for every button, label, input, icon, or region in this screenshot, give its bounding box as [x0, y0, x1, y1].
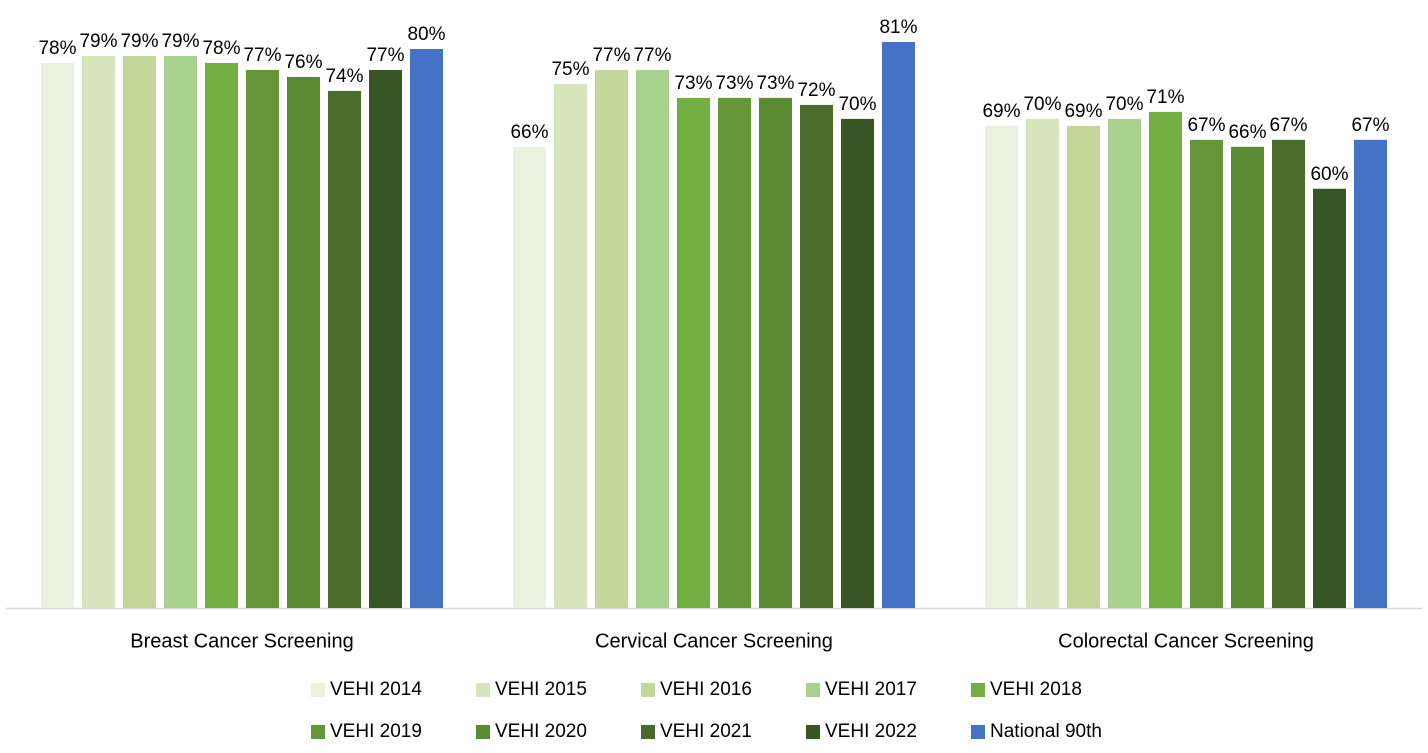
legend-label: VEHI 2020	[495, 721, 587, 742]
x-tick-label: Cervical Cancer Screening	[595, 630, 833, 652]
x-tick-label: Breast Cancer Screening	[130, 630, 353, 652]
legend-swatch	[806, 683, 820, 697]
value-label: 77%	[243, 45, 281, 66]
value-label: 72%	[797, 80, 835, 101]
bar	[759, 97, 792, 608]
legend-swatch	[641, 683, 655, 697]
value-label: 67%	[1351, 115, 1389, 136]
value-label: 81%	[879, 17, 917, 38]
value-label: 79%	[120, 31, 158, 52]
value-label: 70%	[1105, 94, 1143, 115]
bar	[205, 62, 238, 609]
bar	[1149, 111, 1182, 608]
value-label: 77%	[592, 45, 630, 66]
bar	[164, 55, 197, 609]
legend-swatch	[476, 683, 490, 697]
bar	[123, 55, 156, 609]
bar	[1067, 125, 1100, 609]
bar	[1026, 118, 1059, 608]
value-label: 73%	[756, 73, 794, 94]
bar	[1272, 139, 1305, 608]
value-label: 79%	[161, 31, 199, 52]
bar	[328, 90, 361, 609]
value-label: 78%	[38, 38, 76, 59]
value-label: 70%	[838, 94, 876, 115]
legend-label: VEHI 2015	[495, 679, 587, 700]
legend-label: VEHI 2018	[990, 679, 1082, 700]
value-label: 60%	[1310, 164, 1348, 185]
value-label: 77%	[366, 45, 404, 66]
legend-swatch	[971, 725, 985, 739]
legend-label: VEHI 2019	[330, 721, 422, 742]
bar	[1190, 139, 1223, 608]
bar	[410, 49, 443, 608]
bar	[1231, 146, 1264, 608]
value-label: 69%	[1064, 101, 1102, 122]
legend-swatch	[311, 725, 325, 739]
value-label: 75%	[551, 59, 589, 80]
bar	[800, 104, 833, 609]
value-label: 79%	[79, 31, 117, 52]
legend-label: National 90th	[990, 721, 1102, 742]
bar	[882, 42, 915, 608]
legend-label: VEHI 2021	[660, 721, 752, 742]
value-label: 67%	[1269, 115, 1307, 136]
value-label: 67%	[1187, 115, 1225, 136]
legend-swatch	[311, 683, 325, 697]
bar	[287, 76, 320, 608]
bar	[1354, 139, 1387, 608]
bar	[246, 69, 279, 608]
value-label: 74%	[325, 66, 363, 87]
bar	[636, 69, 669, 608]
bar	[1108, 118, 1141, 608]
bar	[985, 125, 1018, 609]
bar	[1313, 188, 1346, 608]
legend-swatch	[806, 725, 820, 739]
value-label: 69%	[982, 101, 1020, 122]
value-label: 78%	[202, 38, 240, 59]
bar	[554, 83, 587, 608]
bar	[82, 55, 115, 609]
bar	[41, 62, 74, 609]
legend-swatch	[641, 725, 655, 739]
legend-swatch	[476, 725, 490, 739]
value-label: 66%	[510, 122, 548, 143]
value-label: 66%	[1228, 122, 1266, 143]
bar	[677, 97, 710, 608]
bar	[841, 118, 874, 608]
x-tick-label: Colorectal Cancer Screening	[1058, 630, 1314, 652]
value-label: 77%	[633, 45, 671, 66]
legend-label: VEHI 2014	[330, 679, 422, 700]
legend-label: VEHI 2022	[825, 721, 917, 742]
value-label: 71%	[1146, 87, 1184, 108]
value-label: 73%	[715, 73, 753, 94]
value-label: 73%	[674, 73, 712, 94]
legend-label: VEHI 2017	[825, 679, 917, 700]
value-label: 76%	[284, 52, 322, 73]
value-label: 80%	[407, 24, 445, 45]
bar	[369, 69, 402, 608]
value-label: 70%	[1023, 94, 1061, 115]
bar	[595, 69, 628, 608]
legend-label: VEHI 2016	[660, 679, 752, 700]
bar	[513, 146, 546, 608]
legend-swatch	[971, 683, 985, 697]
bar	[718, 97, 751, 608]
